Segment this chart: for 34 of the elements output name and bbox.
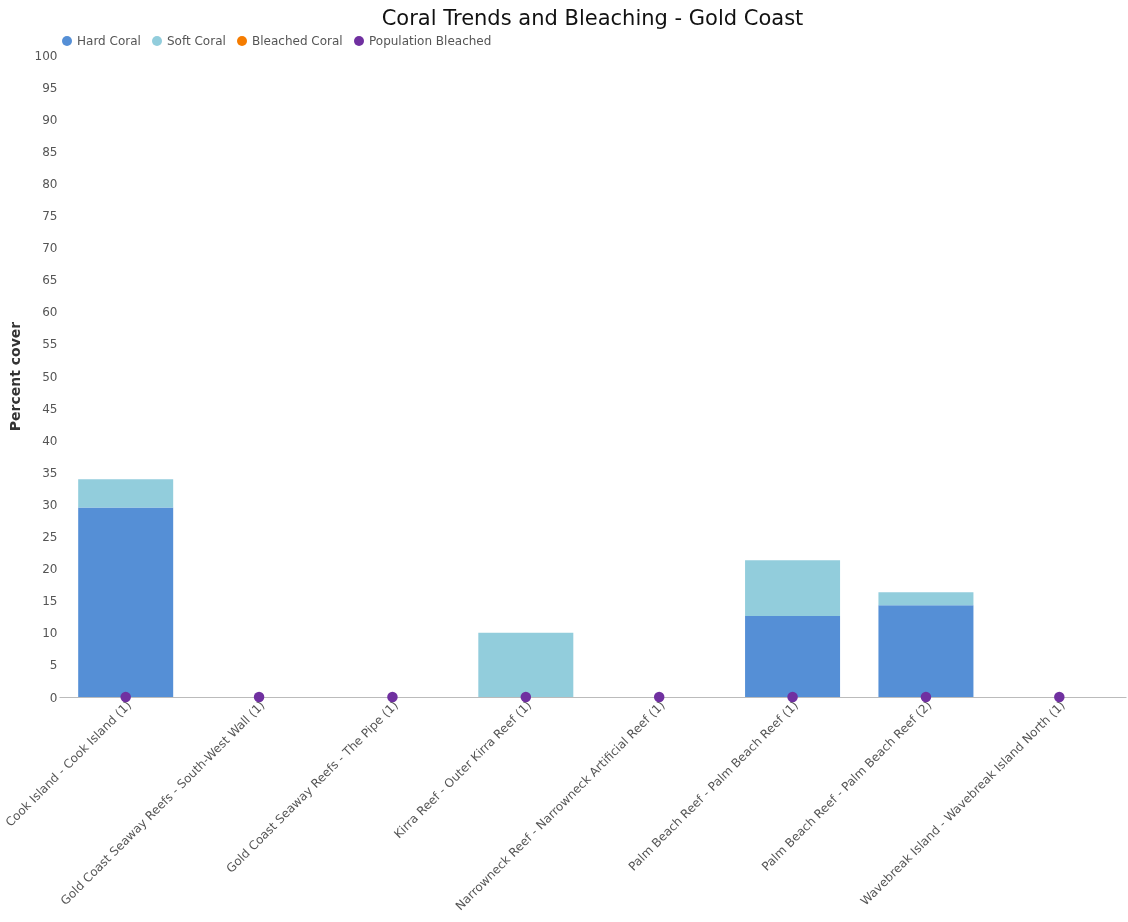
bar <box>78 507 174 697</box>
bar <box>478 632 574 697</box>
y-tick-label: 85 <box>42 144 58 159</box>
bar <box>745 560 841 617</box>
y-tick-label: 65 <box>42 273 58 288</box>
y-tick-label: 75 <box>42 209 58 223</box>
y-tick-label: 0 <box>49 690 58 705</box>
bar <box>78 479 174 508</box>
y-tick-label: 45 <box>42 401 58 416</box>
y-tick-label: 20 <box>42 562 58 577</box>
y-axis-title: Percent cover <box>6 321 23 432</box>
y-tick-label: 100 <box>34 48 58 63</box>
bar <box>878 592 974 606</box>
y-tick-label: 95 <box>42 80 58 95</box>
legend-label: Soft Coral <box>167 34 226 48</box>
y-tick-label: 35 <box>42 465 58 480</box>
chart-title: Coral Trends and Bleaching - Gold Coast <box>381 6 804 30</box>
y-tick-label: 80 <box>42 176 58 191</box>
bar <box>745 616 841 697</box>
y-tick-label: 30 <box>42 497 58 512</box>
y-tick-label: 50 <box>42 369 58 384</box>
y-tick-label: 15 <box>42 594 58 609</box>
legend-label: Hard Coral <box>77 34 141 48</box>
y-tick-label: 40 <box>42 433 58 448</box>
y-tick-label: 10 <box>42 626 58 641</box>
legend-label: Population Bleached <box>369 34 492 48</box>
bar <box>878 605 974 697</box>
y-tick-label: 55 <box>42 337 58 352</box>
y-tick-label: 60 <box>42 305 58 320</box>
y-tick-label: 25 <box>42 530 58 544</box>
y-tick-label: 5 <box>49 658 58 673</box>
legend-label: Bleached Coral <box>252 34 343 48</box>
y-tick-label: 90 <box>42 112 58 127</box>
y-tick-label: 70 <box>42 241 58 256</box>
